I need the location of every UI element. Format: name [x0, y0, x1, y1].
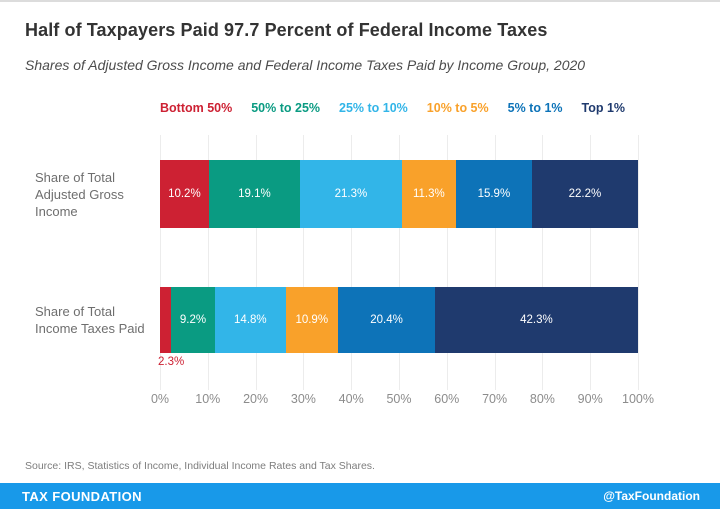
x-tick-label: 70%	[482, 392, 508, 406]
x-tick-label: 50%	[386, 392, 412, 406]
chart-subtitle: Shares of Adjusted Gross Income and Fede…	[25, 57, 586, 73]
gridline	[255, 135, 257, 390]
x-tick-label: 40%	[338, 392, 364, 406]
x-axis: 0% 10% 20% 30% 40% 50% 60% 70% 80% 90% 100%	[151, 392, 654, 408]
row-label-line: Adjusted Gross	[35, 187, 124, 202]
segment-value-label: 15.9%	[477, 188, 511, 200]
gridline	[399, 135, 400, 390]
segment-value-label: 10.9%	[295, 314, 329, 326]
gridline	[303, 135, 305, 390]
x-tick-label: 100%	[622, 392, 654, 406]
segment-value-label: 9.2%	[179, 314, 207, 326]
bar-segment: 11.3%	[401, 160, 456, 228]
x-tick-label: 30%	[290, 392, 316, 406]
bar-segment: 9.2%	[170, 287, 215, 353]
x-tick-label: 80%	[529, 392, 555, 406]
bar-segment: 19.1%	[208, 160, 301, 228]
twitter-handle: @TaxFoundation	[603, 489, 700, 503]
x-tick-label: 0%	[150, 392, 170, 406]
segment-value-label: 20.4%	[370, 314, 403, 326]
bar-segment: 10.2%	[160, 160, 209, 228]
bar-segment	[160, 287, 171, 353]
bar-row-taxes: 2.3% 9.2% 14.8% 10.9% 20.4% 42.3%	[158, 287, 638, 368]
legend: Bottom 50% 50% to 25% 25% to 10% 10% to 5% 5…	[160, 101, 680, 115]
plot-gridlines	[160, 135, 639, 390]
segment-value-label: 21.3%	[334, 188, 368, 200]
legend-item: Top 1%	[581, 101, 626, 115]
x-tick-label: 90%	[577, 392, 603, 406]
gridline	[160, 135, 161, 390]
row-label-line: Share of Total	[35, 304, 115, 319]
legend-item: 50% to 25%	[251, 101, 321, 115]
gridline	[542, 135, 544, 390]
brand-name: TAX FOUNDATION	[22, 488, 142, 504]
gridline	[207, 135, 209, 390]
gridline	[494, 135, 496, 390]
gridline	[446, 135, 448, 390]
x-tick-label: 10%	[195, 392, 221, 406]
legend-item: 25% to 10%	[339, 101, 408, 115]
legend-item: 10% to 5%	[426, 101, 489, 115]
segment-value-label: 22.2%	[568, 188, 602, 200]
gridline	[590, 135, 592, 390]
gridline	[351, 135, 353, 390]
segment-value-label: 14.8%	[234, 314, 267, 326]
legend-item: 5% to 1%	[507, 101, 563, 115]
x-tick-label: 60%	[434, 392, 460, 406]
bar-segment: 10.9%	[285, 287, 338, 353]
row-label-line: Income	[35, 204, 78, 219]
legend-item: Bottom 50%	[160, 101, 233, 115]
row-label-line: Income Taxes Paid	[35, 321, 145, 336]
footer-bar: TAX FOUNDATION @TaxFoundation	[0, 483, 720, 509]
bar-segment: 42.3%	[435, 287, 638, 353]
x-tick-label: 20%	[243, 392, 269, 406]
segment-value-label: 19.1%	[238, 188, 271, 200]
bar-segment: 14.8%	[214, 287, 286, 353]
segment-value-label: 10.2%	[168, 188, 201, 200]
bar-row-agi: 10.2% 19.1% 21.3% 11.3% 15.9% 22.2%	[160, 160, 638, 228]
gridline	[638, 135, 639, 390]
source-note: Source: IRS, Statistics of Income, Indiv…	[25, 460, 375, 472]
segment-value-label-outside: 2.3%	[158, 356, 185, 368]
bar-row-label-agi: Share of Total Adjusted Gross Income	[35, 169, 155, 220]
bar-segment: 20.4%	[337, 287, 436, 353]
chart-title: Half of Taxpayers Paid 97.7 Percent of F…	[25, 20, 548, 40]
segment-value-label: 42.3%	[520, 314, 553, 326]
row-label-line: Share of Total	[35, 170, 115, 185]
bar-row-label-taxes: Share of Total Income Taxes Paid	[35, 303, 155, 337]
bar-segment: 15.9%	[455, 160, 532, 228]
segment-value-label: 11.3%	[412, 188, 445, 200]
bar-segment: 21.3%	[300, 160, 402, 228]
bar-segment: 22.2%	[531, 160, 638, 228]
